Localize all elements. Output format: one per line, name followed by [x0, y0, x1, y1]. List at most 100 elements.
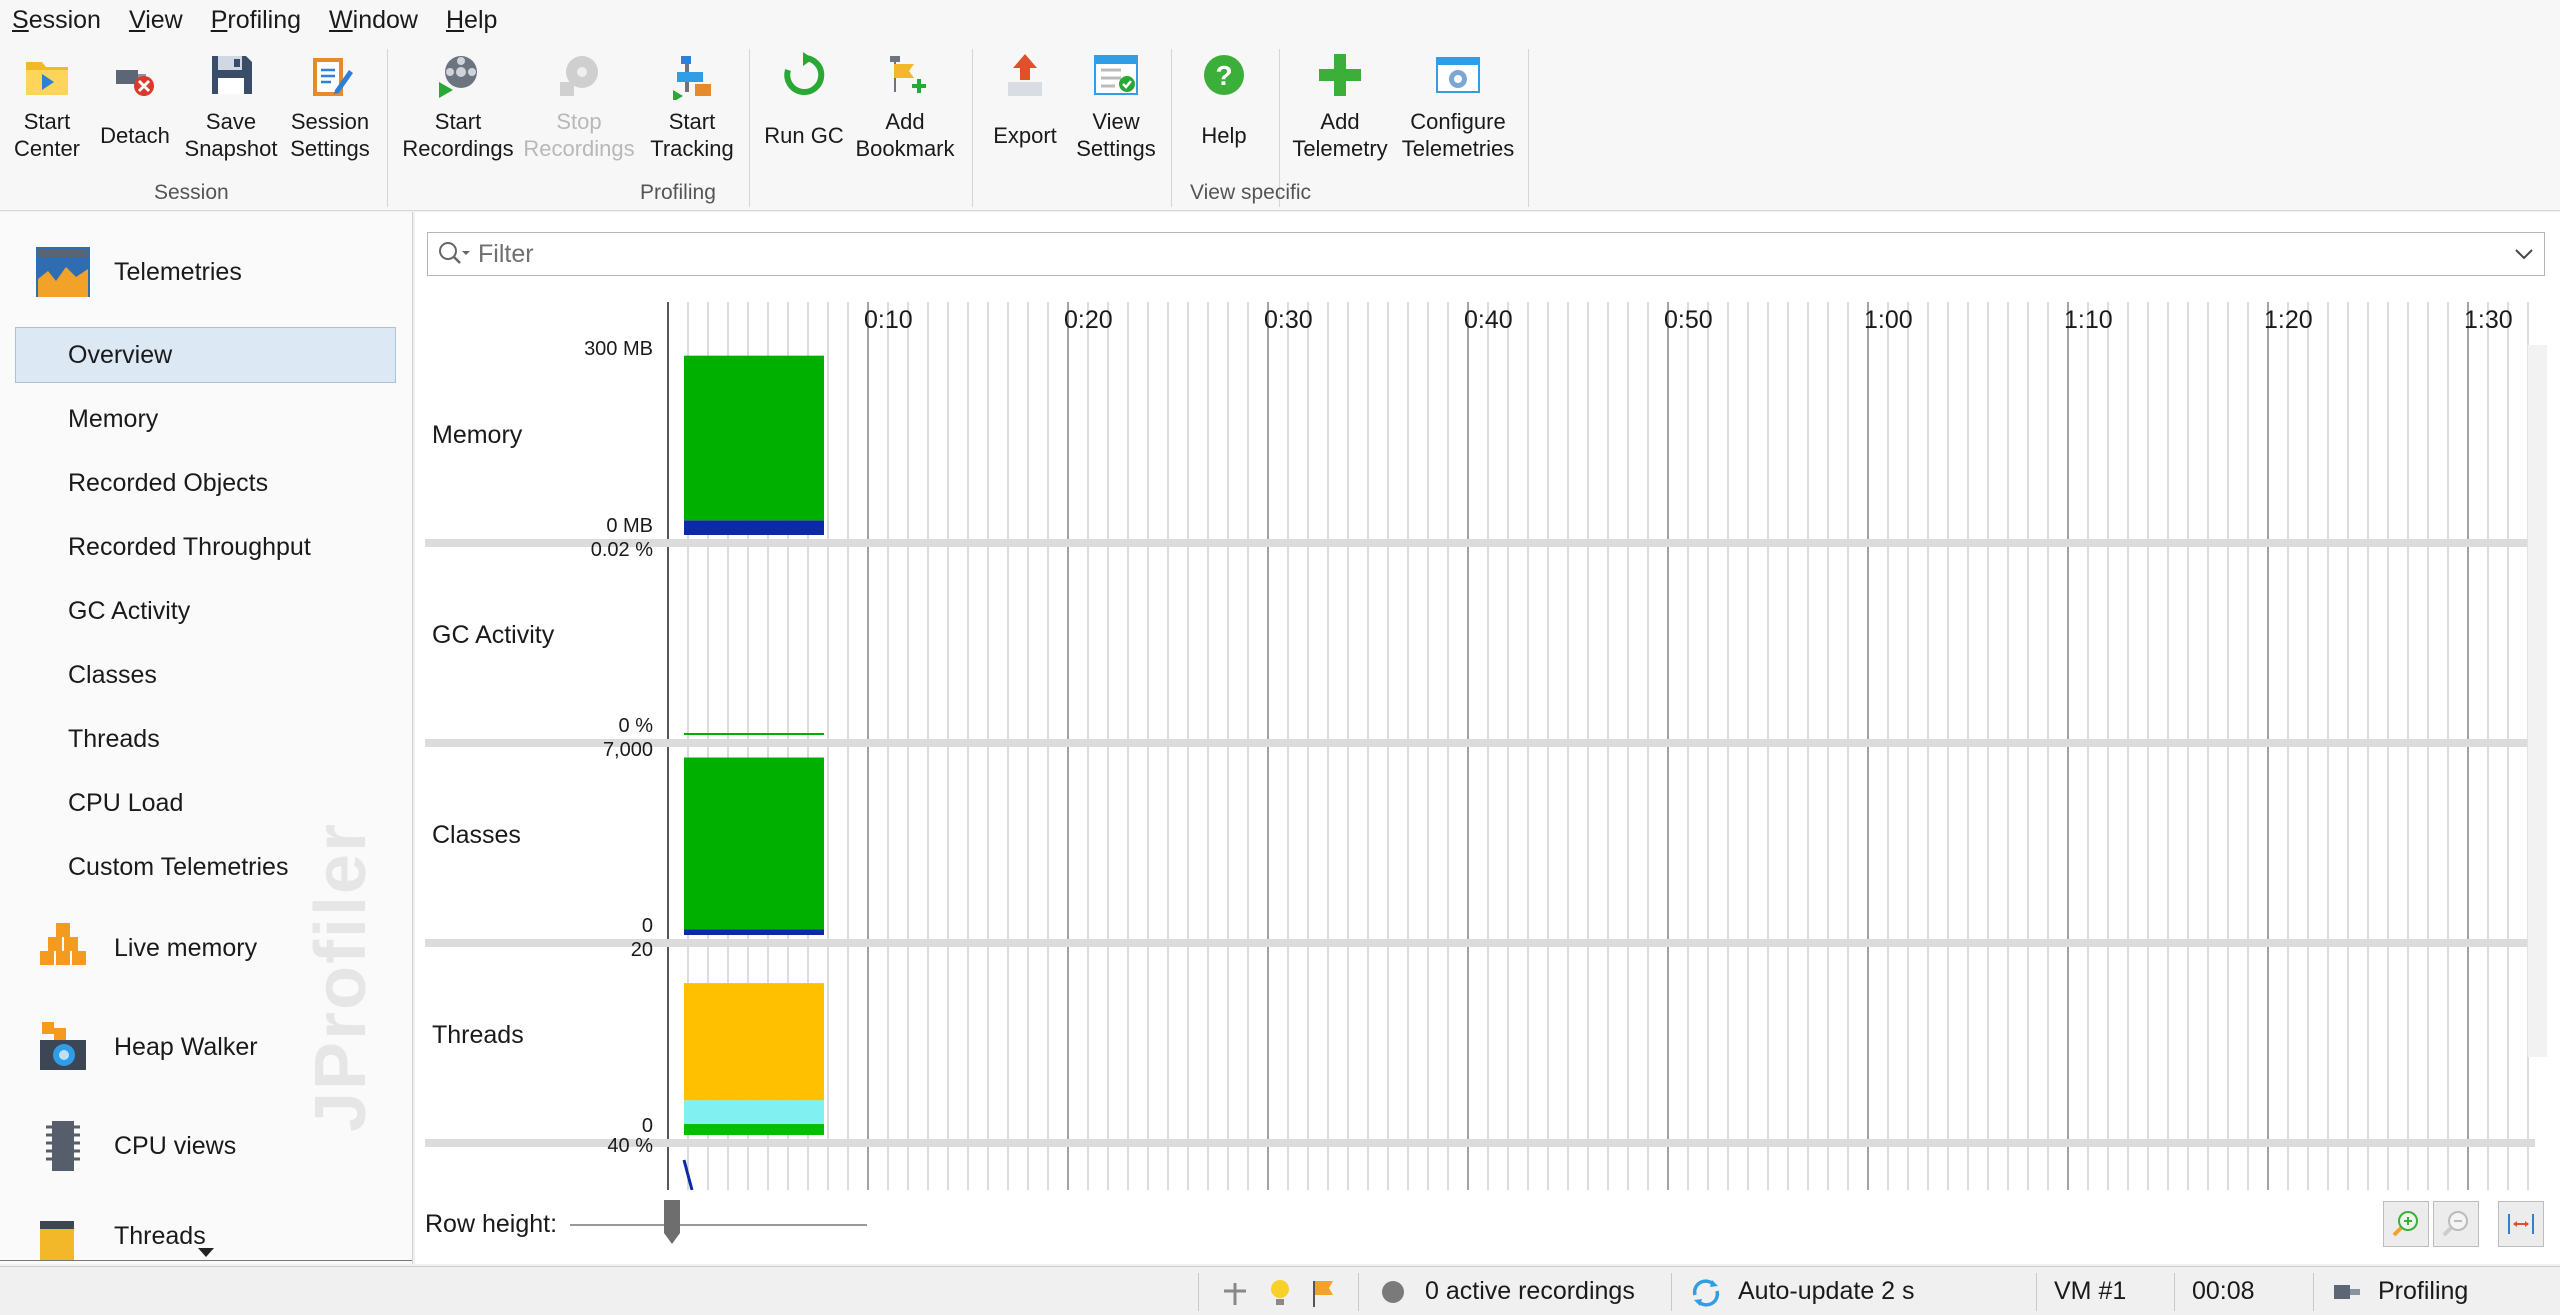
sidebar-section-cpu-views[interactable]: CPU views [0, 1106, 412, 1186]
sidebar-item-threads[interactable]: Threads [68, 724, 160, 753]
sidebar-section-live-memory[interactable]: Live memory [0, 908, 412, 988]
run-gc-button[interactable]: Run GC [762, 49, 846, 163]
telemetry-row-label[interactable]: Threads [432, 1021, 524, 1049]
scroll-down-icon[interactable] [198, 1248, 214, 1257]
toolbar-separator [749, 49, 750, 207]
save-snapshot-button[interactable]: Save Snapshot [185, 49, 277, 163]
chevron-down-icon[interactable] [2512, 244, 2536, 264]
group-label-view-specific: View specific [1190, 181, 1311, 204]
time-axis-label: 1:10 [2064, 306, 2113, 334]
start-tracking-button[interactable]: Start Tracking [645, 49, 739, 163]
row-height-label: Row height: [425, 1210, 558, 1238]
toolbar-separator [972, 49, 973, 207]
time-axis-label: 0:50 [1664, 306, 1713, 334]
status-separator [2174, 1273, 2175, 1311]
status-separator [2313, 1273, 2314, 1311]
zoom-out-icon [2442, 1211, 2468, 1237]
data-bar [684, 1100, 824, 1125]
svg-text:?: ? [1215, 60, 1232, 91]
profiling-mode-status: Profiling [2378, 1277, 2469, 1305]
sidebar-item-recorded-objects[interactable]: Recorded Objects [68, 468, 269, 497]
row-height-slider-thumb[interactable] [664, 1200, 680, 1244]
threads-icon [32, 1205, 94, 1264]
add-bookmark-icon [879, 49, 931, 101]
configure-telemetries-button[interactable]: Configure Telemetries [1400, 49, 1516, 163]
sidebar-section-heap-walker[interactable]: Heap Walker [0, 1007, 412, 1087]
data-bar [684, 757, 824, 930]
data-bar [684, 929, 824, 935]
zoom-out-button[interactable] [2433, 1201, 2479, 1247]
start-tracking-icon [666, 49, 718, 101]
session-settings-button[interactable]: Session Settings [290, 49, 370, 163]
cpu-load-line [682, 1159, 694, 1190]
export-button[interactable]: Export [985, 49, 1065, 163]
auto-update-status[interactable]: Auto-update 2 s [1738, 1277, 1915, 1305]
auto-update-icon[interactable] [1688, 1277, 1724, 1309]
menu-profiling[interactable]: Profiling [210, 6, 302, 34]
menu-help[interactable]: Help [445, 6, 498, 34]
telemetry-row-label[interactable]: Classes [432, 821, 521, 849]
telemetry-overview-panel: Filter 0:10 0:20 0:30 0:40 0:50 1:00 1:10 1:20 1… [415, 212, 2560, 1264]
time-axis-label: 1:00 [1864, 306, 1913, 334]
sidebar-item-classes[interactable]: Classes [68, 660, 157, 689]
sidebar-item-overview[interactable]: Overview [68, 340, 173, 369]
view-settings-button[interactable]: View Settings [1070, 49, 1162, 163]
run-gc-icon [778, 49, 830, 101]
time-axis-label: 1:20 [2264, 306, 2313, 334]
status-separator [1198, 1273, 1199, 1311]
telemetry-row-label[interactable]: GC Activity [432, 621, 555, 649]
fit-width-button[interactable] [2498, 1201, 2544, 1247]
fit-width-icon [2508, 1214, 2534, 1234]
y-axis-max-label: 40 % [607, 1135, 653, 1157]
elapsed-time: 00:08 [2192, 1277, 2255, 1305]
add-telemetry-button[interactable]: Add Telemetry [1292, 49, 1388, 163]
sidebar-item-custom-telemetries[interactable]: Custom Telemetries [68, 852, 289, 881]
sidebar-item-recorded-throughput[interactable]: Recorded Throughput [68, 532, 311, 561]
filter-input[interactable]: Filter [427, 232, 2545, 276]
zoom-in-button[interactable] [2383, 1201, 2429, 1247]
y-axis-min-label: 0 [641, 1115, 653, 1137]
help-button[interactable]: ? Help [1184, 49, 1264, 163]
detach-button[interactable]: Detach [98, 49, 172, 163]
telemetry-chart-svg [425, 302, 2535, 1190]
sidebar-item-gc-activity[interactable]: GC Activity [68, 596, 191, 625]
toolbar: Start Center Detach Save Snapshot Sessio… [0, 41, 2560, 211]
menu-window[interactable]: Window [329, 6, 418, 34]
start-recordings-button[interactable]: Start Recordings [402, 49, 514, 163]
row-separator [425, 1139, 2535, 1147]
toolbar-separator [1171, 49, 1172, 207]
menu-view[interactable]: View [128, 6, 183, 34]
stop-recordings-button[interactable]: Stop Recordings [523, 49, 635, 163]
telemetry-chart[interactable]: 0:10 0:20 0:30 0:40 0:50 1:00 1:10 1:20 1:30 Mem… [425, 290, 2535, 1190]
sidebar-section-threads[interactable]: Threads [0, 1196, 412, 1264]
telemetries-icon [32, 241, 94, 303]
row-height-slider-track[interactable] [570, 1224, 867, 1226]
time-axis-label: 0:30 [1264, 306, 1313, 334]
pin-icon[interactable] [1220, 1279, 1250, 1309]
vertical-scrollbar[interactable] [2527, 345, 2547, 1057]
start-center-icon [21, 49, 73, 101]
data-bar [684, 1124, 824, 1135]
sidebar-item-memory[interactable]: Memory [68, 404, 159, 433]
y-axis-min-label: 0 [641, 915, 653, 937]
configure-telemetries-icon [1432, 49, 1484, 101]
add-bookmark-button[interactable]: Add Bookmark [852, 49, 958, 163]
export-icon [999, 49, 1051, 101]
telemetry-row-label[interactable]: Memory [432, 421, 523, 449]
toolbar-separator [387, 49, 388, 207]
y-axis-min-label: 0 MB [606, 515, 653, 537]
row-separator [425, 739, 2535, 747]
sidebar-item-cpu-load[interactable]: CPU Load [68, 788, 184, 817]
menu-session[interactable]: Session [12, 6, 101, 34]
flag-icon[interactable] [1308, 1277, 1338, 1309]
sidebar-selection-highlight [15, 327, 396, 383]
search-icon [439, 242, 470, 264]
status-separator [2036, 1273, 2037, 1311]
active-recordings-status: 0 active recordings [1425, 1277, 1635, 1305]
y-axis-max-label: 20 [630, 939, 653, 961]
sidebar-section-telemetries[interactable]: Telemetries [0, 232, 412, 312]
row-height-control: Row height: [425, 1210, 557, 1239]
lightbulb-icon[interactable] [1265, 1277, 1295, 1309]
row-separator [425, 939, 2535, 947]
start-center-button[interactable]: Start Center [10, 49, 84, 163]
